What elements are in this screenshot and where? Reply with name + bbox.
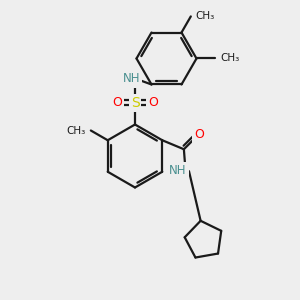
Text: NH: NH: [169, 164, 187, 177]
Text: CH₃: CH₃: [220, 53, 240, 64]
Text: CH₃: CH₃: [66, 125, 85, 136]
Text: S: S: [130, 96, 140, 110]
Text: O: O: [148, 96, 158, 110]
Text: O: O: [194, 128, 204, 141]
Text: O: O: [112, 96, 122, 110]
Text: CH₃: CH₃: [195, 11, 214, 21]
Text: NH: NH: [123, 72, 140, 86]
